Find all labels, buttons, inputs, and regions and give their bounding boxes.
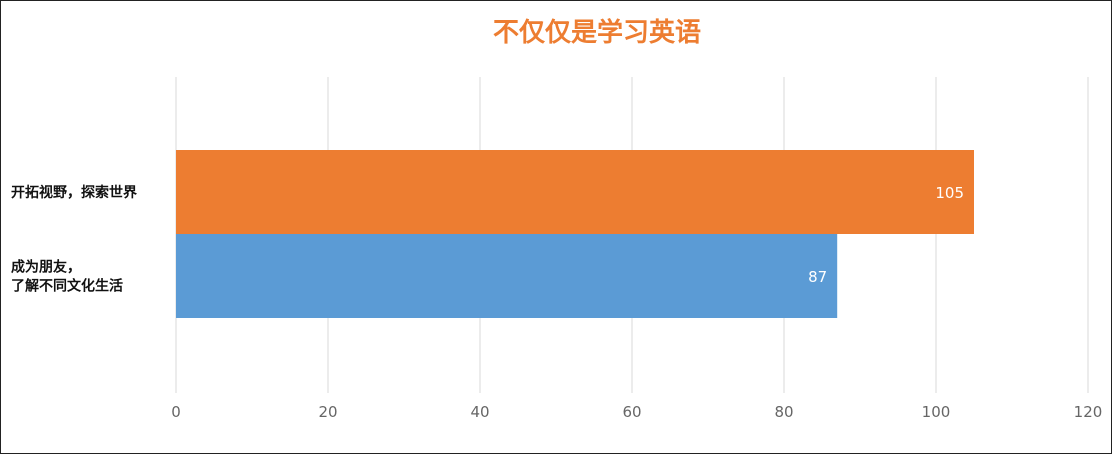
x-axis-tick-labels: 0 20 40 60 80 100 120 bbox=[171, 403, 1102, 421]
chart-title: 不仅仅是学习英语 bbox=[493, 17, 701, 48]
bar-1 bbox=[176, 234, 838, 318]
x-tick-label: 60 bbox=[622, 403, 641, 421]
x-tick-label: 0 bbox=[171, 403, 181, 421]
bars bbox=[176, 150, 974, 318]
x-tick-label: 40 bbox=[470, 403, 489, 421]
data-label-0: 105 bbox=[935, 184, 964, 202]
x-tick-label: 20 bbox=[318, 403, 337, 421]
bar-0 bbox=[176, 150, 974, 234]
data-label-1: 87 bbox=[808, 268, 827, 286]
category-label: 成为朋友， bbox=[11, 259, 81, 276]
category-label: 开拓视野，探索世界 bbox=[11, 184, 138, 201]
x-tick-label: 80 bbox=[774, 403, 793, 421]
data-labels: 105 87 bbox=[808, 184, 964, 286]
category-label: 了解不同文化生活 bbox=[11, 278, 123, 295]
x-tick-label: 100 bbox=[922, 403, 951, 421]
x-tick-label: 120 bbox=[1074, 403, 1103, 421]
